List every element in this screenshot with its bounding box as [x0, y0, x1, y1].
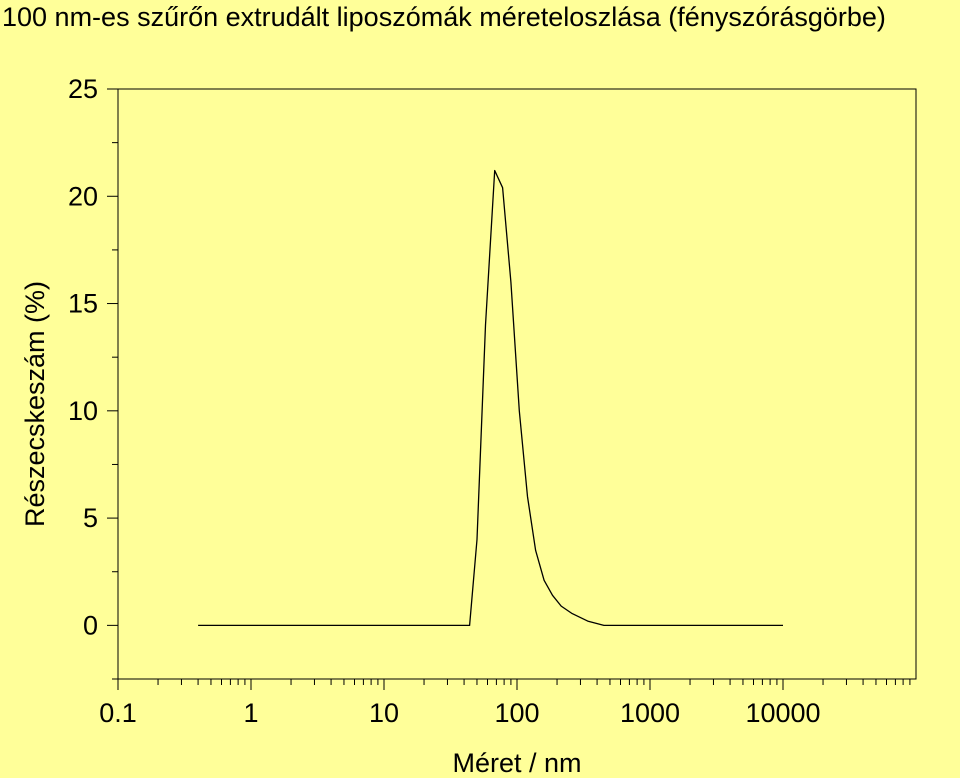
x-tick-label: 1000: [620, 698, 680, 728]
x-tick-label: 10: [369, 698, 399, 728]
chart-title: 100 nm-es szűrőn extrudált liposzómák mé…: [2, 2, 886, 32]
y-tick-label: 25: [68, 74, 98, 104]
y-tick-label: 0: [83, 610, 98, 640]
x-tick-label: 1: [243, 698, 258, 728]
y-axis-label: Részecskeszám (%): [20, 281, 50, 527]
axis-ticks: [107, 88, 911, 690]
y-tick-label: 15: [68, 289, 98, 319]
y-tick-label: 5: [83, 503, 98, 533]
y-tick-label: 10: [68, 396, 98, 426]
x-axis-label: Méret / nm: [452, 748, 581, 778]
x-tick-label: 100: [494, 698, 539, 728]
x-tick-label: 0.1: [99, 698, 137, 728]
series-layer: [198, 169, 783, 627]
series-line: [198, 169, 783, 627]
x-tick-label: 10000: [745, 698, 820, 728]
y-tick-label: 20: [68, 181, 98, 211]
tick-labels: 0.1 1 10 100 1000 10000 0 5 10 15 20 25: [68, 74, 821, 728]
